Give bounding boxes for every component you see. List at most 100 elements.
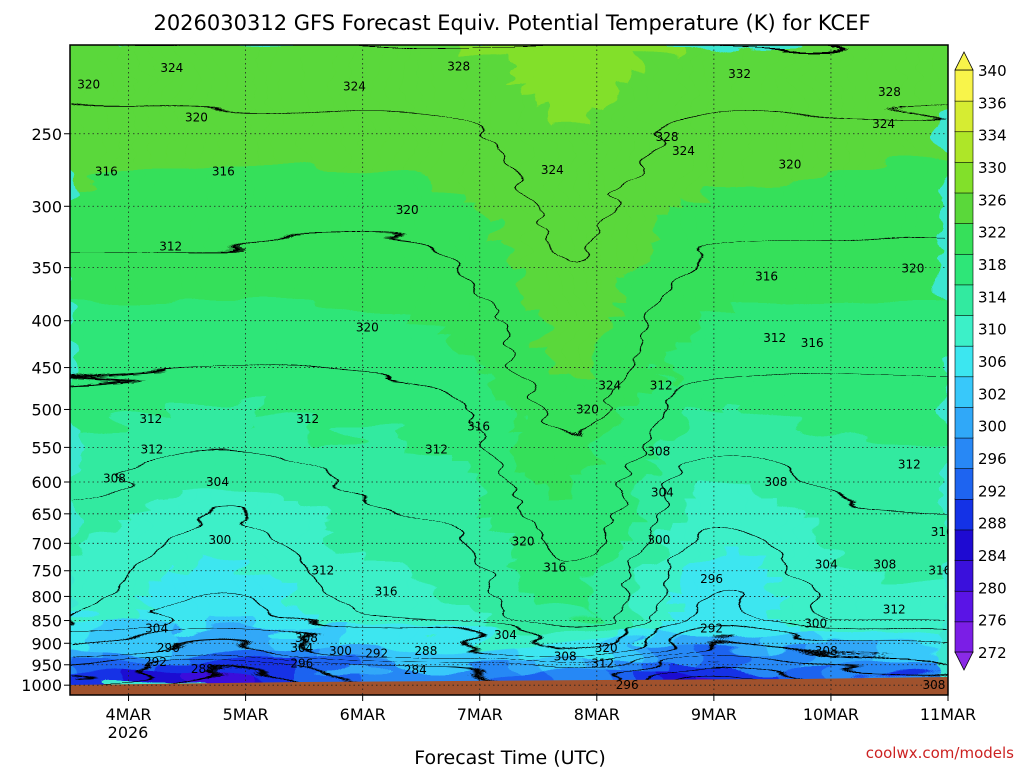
field-cell [859, 142, 876, 160]
field-cell [581, 548, 598, 566]
field-cell [84, 467, 100, 485]
field-cell [303, 142, 320, 160]
field-cell [435, 158, 451, 176]
field-cell [98, 158, 115, 176]
contour-label: 316 [375, 584, 398, 598]
field-cell [757, 353, 773, 371]
field-cell [332, 580, 349, 598]
field-cell [464, 369, 481, 387]
field-cell [84, 304, 100, 322]
field-cell [391, 45, 408, 62]
field-cell [391, 580, 408, 598]
contour-label: 308 [554, 650, 577, 664]
field-cell [771, 418, 788, 436]
field-cell [303, 125, 320, 143]
field-cell [289, 662, 305, 680]
field-cell [830, 353, 847, 371]
field-cell [303, 418, 320, 436]
field-cell [845, 434, 861, 452]
field-cell [186, 190, 203, 208]
field-cell [742, 418, 759, 436]
field-cell [581, 402, 598, 420]
field-cell [567, 645, 583, 663]
field-cell [771, 499, 788, 517]
field-cell [70, 142, 86, 160]
field-cell [596, 239, 612, 257]
field-cell [932, 499, 948, 517]
field-cell [640, 109, 656, 127]
field-cell [142, 288, 159, 306]
field-cell [918, 467, 934, 485]
field-cell [903, 93, 920, 111]
field-cell [391, 385, 408, 403]
field-cell [684, 142, 700, 160]
field-cell [332, 223, 349, 241]
contour-line [70, 110, 948, 258]
field-cell [479, 597, 495, 615]
field-cell [815, 45, 832, 62]
field-cell [70, 304, 86, 322]
y-tick-label: 700 [31, 534, 62, 553]
field-cell [508, 515, 525, 533]
field-cell [142, 613, 159, 631]
field-cell [274, 77, 290, 95]
field-cell [640, 288, 656, 306]
field-cell [888, 45, 905, 62]
field-cell [303, 223, 320, 241]
field-cell [552, 77, 569, 95]
field-cell [128, 125, 144, 143]
field-cell [874, 402, 890, 420]
field-cell [464, 597, 481, 615]
field-cell [479, 662, 495, 680]
field-cell [830, 142, 847, 160]
field-cell [610, 223, 627, 241]
field-cell [449, 223, 466, 241]
field-cell [640, 613, 656, 631]
field-cell [815, 93, 832, 111]
field-cell [128, 272, 144, 290]
field-cell [508, 158, 525, 176]
field-cell [596, 223, 612, 241]
contour-label: 312 [140, 443, 163, 457]
field-cell [537, 434, 554, 452]
field-cell [771, 434, 788, 452]
field-cell [376, 532, 393, 550]
field-cell [142, 142, 159, 160]
field-cell [698, 255, 715, 273]
field-cell [888, 434, 905, 452]
field-cell [742, 93, 759, 111]
field-cell [728, 450, 744, 468]
field-cell [888, 158, 905, 176]
y-tick-label: 350 [31, 259, 62, 278]
field-cell [435, 207, 451, 225]
field-cell [654, 223, 671, 241]
field-cell [552, 45, 569, 62]
field-cell [128, 77, 144, 95]
field-cell [215, 629, 232, 647]
field-cell [815, 515, 832, 533]
field-cell [845, 288, 861, 306]
field-cell [391, 239, 408, 257]
field-cell [420, 613, 437, 631]
field-cell [391, 109, 408, 127]
field-cell [391, 434, 408, 452]
field-cell [742, 532, 759, 550]
field-cell [157, 77, 173, 95]
credit-link[interactable]: coolwx.com/models [866, 744, 1014, 762]
field-cell [786, 548, 803, 566]
field-cell [406, 418, 422, 436]
field-cell [142, 158, 159, 176]
field-cell [332, 337, 349, 355]
field-cell [640, 402, 656, 420]
field-cell [171, 353, 188, 371]
field-cell [98, 467, 115, 485]
field-cell [845, 532, 861, 550]
field-cell [98, 190, 115, 208]
field-cell [728, 353, 744, 371]
field-cell [493, 483, 510, 501]
field-cell [537, 548, 554, 566]
field-cell [698, 320, 715, 338]
field-cell [698, 418, 715, 436]
field-cell [113, 320, 130, 338]
field-cell [186, 613, 203, 631]
